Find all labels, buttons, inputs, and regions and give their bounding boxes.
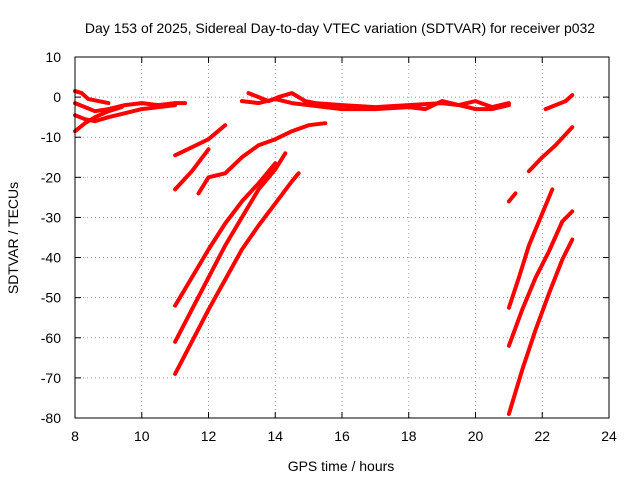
x-tick-label: 10 bbox=[134, 428, 150, 444]
y-tick-label: -80 bbox=[41, 410, 61, 426]
x-tick-label: 16 bbox=[334, 428, 350, 444]
series-track-i bbox=[173, 151, 288, 344]
series-track-d bbox=[73, 89, 111, 106]
series-track-p bbox=[506, 237, 575, 416]
y-tick-label: -50 bbox=[41, 290, 61, 306]
y-tick-label: 10 bbox=[45, 49, 61, 65]
y-tick-label: -10 bbox=[41, 129, 61, 145]
series-track-c bbox=[73, 105, 124, 134]
y-tick-label: -30 bbox=[41, 209, 61, 225]
x-axis-title: GPS time / hours bbox=[288, 458, 395, 474]
x-tick-label: 8 bbox=[71, 428, 79, 444]
y-tick-label: -20 bbox=[41, 169, 61, 185]
tick-layer: 8 10 12 14 16 18 20 22 24 10 0 -10 -20 -30 -40 -50 -60 -7… bbox=[41, 49, 617, 444]
series-track-b bbox=[73, 103, 178, 124]
x-tick-label: 22 bbox=[534, 428, 550, 444]
series-track-o bbox=[506, 209, 575, 348]
x-tick-label: 14 bbox=[267, 428, 283, 444]
data-layer bbox=[73, 89, 575, 416]
grid-layer bbox=[75, 57, 609, 418]
series-track-f bbox=[173, 147, 211, 192]
y-tick-label: -60 bbox=[41, 330, 61, 346]
y-tick-label: -70 bbox=[41, 370, 61, 386]
series-track-n bbox=[506, 187, 555, 310]
series-track-g bbox=[196, 121, 328, 196]
series-track-e bbox=[173, 123, 228, 158]
series-track-l bbox=[239, 97, 511, 112]
series-track-q bbox=[526, 125, 575, 174]
x-tick-label: 18 bbox=[401, 428, 417, 444]
y-tick-label: -40 bbox=[41, 250, 61, 266]
x-tick-label: 20 bbox=[468, 428, 484, 444]
series-track-m bbox=[506, 191, 518, 204]
x-tick-label: 12 bbox=[201, 428, 217, 444]
series-track-r bbox=[543, 93, 575, 112]
y-axis-title: SDTVAR / TECUs bbox=[5, 182, 21, 294]
x-tick-label: 24 bbox=[601, 428, 617, 444]
series-track-h bbox=[173, 161, 278, 308]
y-tick-label: 0 bbox=[53, 89, 61, 105]
chart-title: Day 153 of 2025, Sidereal Day-to-day VTE… bbox=[85, 20, 595, 36]
series-track-j bbox=[173, 171, 301, 376]
